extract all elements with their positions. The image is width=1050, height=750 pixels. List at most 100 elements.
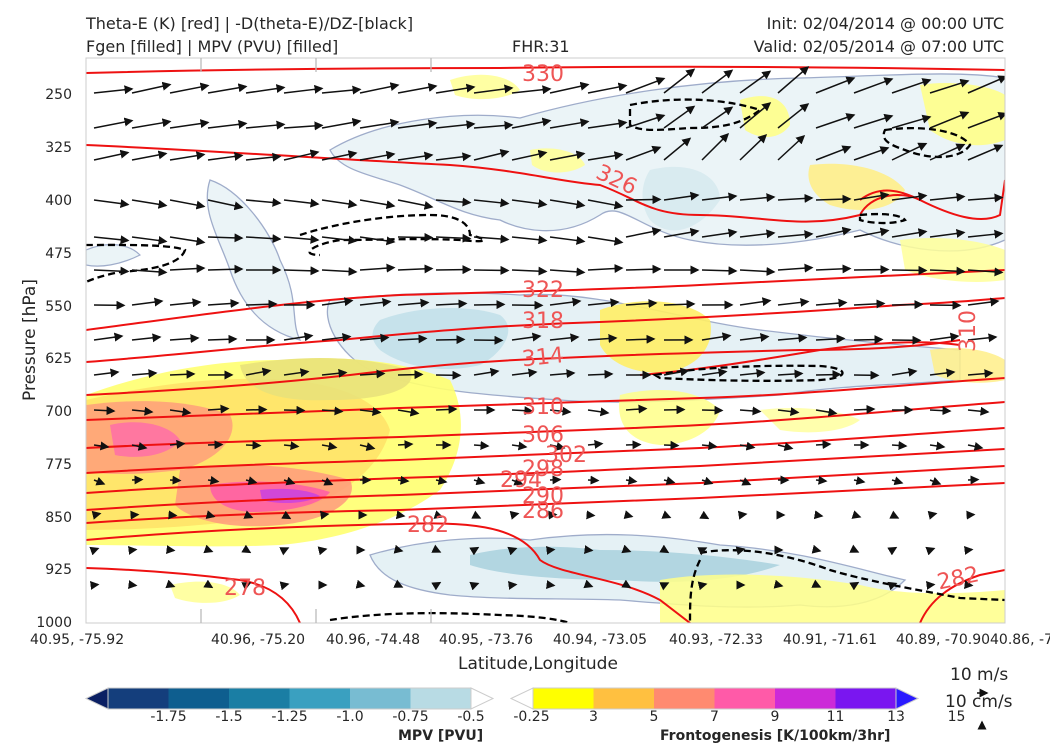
wind-arrow <box>739 477 752 486</box>
colorbar-segment <box>168 688 230 709</box>
wind-arrow <box>321 297 354 307</box>
y-tick: 325 <box>45 140 72 156</box>
wind-arrow <box>469 546 480 556</box>
wind-arrow <box>587 199 624 210</box>
wind-arrow <box>435 197 472 207</box>
wind-arrow <box>169 151 206 161</box>
wind-arrow <box>549 199 586 209</box>
wind-arrow <box>245 234 282 244</box>
wind-arrow <box>245 152 282 162</box>
wind-arrow <box>321 150 358 161</box>
wind-arrow <box>815 194 852 204</box>
wind-arrow <box>397 298 430 308</box>
wind-arrow <box>93 235 130 245</box>
wind-arrow <box>207 83 248 94</box>
colorbar-tick: 11 <box>826 709 845 725</box>
wind-arrow <box>929 229 966 238</box>
wind-arrow <box>853 476 866 485</box>
wind-arrow <box>777 263 814 273</box>
wind-ref-label-cms: 10 cm/s <box>945 692 1013 712</box>
wind-arrow <box>131 333 162 343</box>
wind-arrow <box>283 121 324 131</box>
wind-arrow <box>393 579 404 588</box>
wind-arrow <box>929 266 966 276</box>
colorbar-tick: 3 <box>589 709 598 725</box>
wind-arrow <box>473 84 514 94</box>
wind-arrow <box>245 440 262 450</box>
wind-arrow <box>777 103 810 129</box>
wind-arrow <box>891 192 928 201</box>
fgen-colorbar <box>509 687 920 710</box>
wind-arrow <box>777 230 814 240</box>
wind-arrow <box>701 266 738 276</box>
colorbar-extend-low <box>509 687 534 710</box>
wind-arrow <box>929 476 942 486</box>
wind-arrow <box>279 547 290 556</box>
wind-arrow <box>245 84 286 94</box>
wind-arrow <box>207 199 244 211</box>
wind-arrow <box>283 332 314 342</box>
wind-arrow <box>661 510 672 519</box>
wind-arrow <box>395 510 406 520</box>
wind-arrow <box>245 367 272 377</box>
wind-arrow <box>511 332 542 342</box>
y-tick: 775 <box>45 457 72 473</box>
wind-arrow <box>359 369 386 379</box>
colorbar-tick: -0.25 <box>513 709 550 725</box>
wind-arrow <box>317 546 328 556</box>
title-left-line1: Theta-E (K) [red] | -D(theta-E)/DZ-[blac… <box>86 14 414 33</box>
wind-arrow <box>927 510 938 520</box>
wind-arrow <box>967 144 1004 161</box>
wind-arrow <box>853 191 890 201</box>
wind-arrow <box>663 440 680 450</box>
wind-arrow <box>359 442 376 452</box>
wind-arrow <box>815 298 848 308</box>
wind-arrow <box>93 117 134 129</box>
wind-arrow <box>203 579 214 589</box>
wind-arrow <box>359 150 396 161</box>
wind-arrow <box>583 579 594 589</box>
colorbar-segment <box>108 688 169 709</box>
wind-arrow <box>511 266 548 276</box>
colorbar-extend-high <box>470 687 495 710</box>
wind-arrow <box>663 105 696 129</box>
wind-arrow <box>929 111 970 129</box>
wind-arrow <box>207 119 248 129</box>
wind-arrow <box>549 236 586 245</box>
wind-arrow <box>397 440 414 450</box>
y-tick: 1000 <box>36 615 72 631</box>
wind-arrow <box>623 510 634 520</box>
wind-arrow <box>359 263 396 273</box>
wind-arrow <box>397 407 420 417</box>
wind-arrow <box>283 405 306 415</box>
wind-arrow <box>549 369 576 379</box>
wind-arrow <box>93 332 124 342</box>
wind-arrow <box>697 547 708 556</box>
wind-arrow <box>773 579 784 589</box>
wind-arrow <box>321 267 358 276</box>
wind-arrow <box>435 152 472 162</box>
wind-arrow <box>929 192 966 202</box>
wind-arrow <box>473 476 486 486</box>
wind-arrow <box>283 368 310 378</box>
wind-arrow <box>321 199 358 209</box>
wind-arrow <box>511 476 524 486</box>
x-tick: 40.95, -73.76 <box>438 632 534 648</box>
wind-arrow <box>397 119 438 129</box>
wind-arrow <box>397 151 434 161</box>
wind-arrow <box>735 546 746 556</box>
wind-arrow <box>737 510 748 520</box>
fhr-label: FHR:31 <box>512 37 570 56</box>
contour-label-310-right: 310 <box>956 310 981 352</box>
colorbar-segment <box>593 688 655 709</box>
wind-arrow <box>739 102 772 129</box>
colorbar-extend-low <box>84 687 109 710</box>
wind-arrow <box>967 229 1004 239</box>
colorbar-tick: -1.75 <box>150 709 187 725</box>
wind-arrow <box>397 232 434 242</box>
wind-arrow <box>625 264 662 274</box>
wind-arrow <box>473 367 500 377</box>
wind-arrow <box>435 233 472 243</box>
wind-arrow <box>207 475 220 485</box>
wind-arrow <box>93 85 134 95</box>
